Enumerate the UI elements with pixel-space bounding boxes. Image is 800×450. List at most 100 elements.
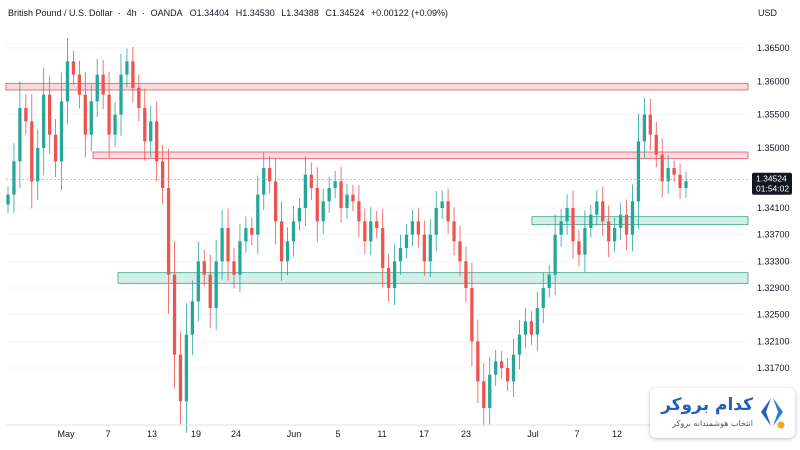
candle <box>428 218 432 278</box>
candle <box>446 188 450 234</box>
candle <box>363 208 367 254</box>
candle-body <box>446 201 450 222</box>
candle <box>143 88 147 161</box>
candle <box>375 210 379 239</box>
candle <box>458 226 462 277</box>
candle-body <box>434 208 438 235</box>
candle <box>488 357 492 426</box>
candle <box>601 186 605 236</box>
candle-body <box>636 141 641 202</box>
candle-body <box>547 274 551 288</box>
y-tick-label: 1.32900 <box>757 283 790 293</box>
candle-body <box>36 148 40 182</box>
candle <box>321 188 325 234</box>
x-axis[interactable]: May 7 13 19 24 Jun 5 11 17 23 Jul 7 12 <box>57 429 622 439</box>
candle-body <box>226 228 230 262</box>
candle <box>345 183 349 219</box>
candle <box>214 239 218 330</box>
candle <box>559 209 563 247</box>
x-tick-label: 12 <box>612 429 622 439</box>
svg-text:British Pound / U.S. Dollar: British Pound / U.S. Dollar · 4h · OANDA… <box>8 8 448 18</box>
candle <box>410 209 415 247</box>
candle-body <box>529 321 534 335</box>
candle-body <box>476 341 480 382</box>
candle <box>77 60 82 109</box>
candle <box>42 67 46 176</box>
last-price-tag-bg <box>752 172 792 195</box>
candle <box>511 338 516 398</box>
candle-body <box>351 194 355 202</box>
candle <box>208 254 212 328</box>
brand-tagline: انتخاب هوشمندانه بروکر <box>672 419 753 428</box>
candle-body <box>268 168 272 182</box>
support-zone <box>117 272 749 284</box>
x-tick-label: 19 <box>191 429 201 439</box>
candle <box>244 216 248 253</box>
candle <box>131 46 135 103</box>
currency-label[interactable]: USD <box>758 8 778 18</box>
last-price-value: 1.34524 <box>756 174 787 184</box>
x-tick-label: 23 <box>461 429 471 439</box>
y-axis[interactable]: 1.36500 1.36000 1.35500 1.35000 1.34100 1.337… <box>757 43 790 373</box>
source: OANDA <box>151 8 183 18</box>
candle <box>36 129 40 201</box>
candle <box>202 249 206 287</box>
candle-body <box>511 354 516 382</box>
candle <box>268 155 272 194</box>
candle-body <box>119 74 123 115</box>
candle <box>238 223 242 293</box>
candle-body <box>672 168 676 175</box>
candle <box>499 350 504 379</box>
candle <box>357 185 361 238</box>
candle-body <box>488 374 492 408</box>
candle <box>6 186 10 214</box>
candle <box>65 38 70 125</box>
candle-body <box>12 161 16 195</box>
x-tick-label: 7 <box>574 429 579 439</box>
candle <box>517 320 522 370</box>
candle <box>571 190 575 259</box>
candle <box>30 94 34 209</box>
candle-body <box>149 121 153 142</box>
candle-body <box>107 94 111 135</box>
candle-body <box>654 134 658 155</box>
candle <box>309 162 313 201</box>
candle-body <box>666 168 670 182</box>
candle-body <box>155 121 159 162</box>
candle <box>434 191 438 252</box>
candle-body <box>357 201 361 222</box>
candle <box>184 303 189 433</box>
candle-body <box>297 208 302 222</box>
candle-body <box>250 228 254 235</box>
candle-body <box>565 208 569 222</box>
candle-body <box>244 228 248 242</box>
candle-body <box>321 201 325 222</box>
candle <box>392 244 397 305</box>
candle <box>125 48 129 88</box>
candle <box>166 148 171 314</box>
candle-body <box>131 61 135 88</box>
candle <box>648 98 652 151</box>
candle-body <box>137 88 141 108</box>
candle <box>612 217 617 252</box>
candle-body <box>89 101 93 135</box>
candle <box>196 241 200 322</box>
candle-body <box>309 174 313 188</box>
candle <box>315 167 319 242</box>
candle <box>119 53 123 136</box>
candle <box>262 152 266 211</box>
x-tick-label: 17 <box>419 429 429 439</box>
x-tick-label: 5 <box>335 429 340 439</box>
candle-body <box>499 361 504 368</box>
candle-body <box>404 234 409 248</box>
candle-body <box>345 194 349 208</box>
candle-body <box>363 221 367 242</box>
candle <box>250 217 254 246</box>
candle-body <box>684 181 688 188</box>
candle <box>666 155 670 195</box>
candle <box>589 205 593 238</box>
countdown-value: 01:54:02 <box>756 184 789 194</box>
candle-body <box>428 234 432 262</box>
x-tick-label: 7 <box>105 429 110 439</box>
